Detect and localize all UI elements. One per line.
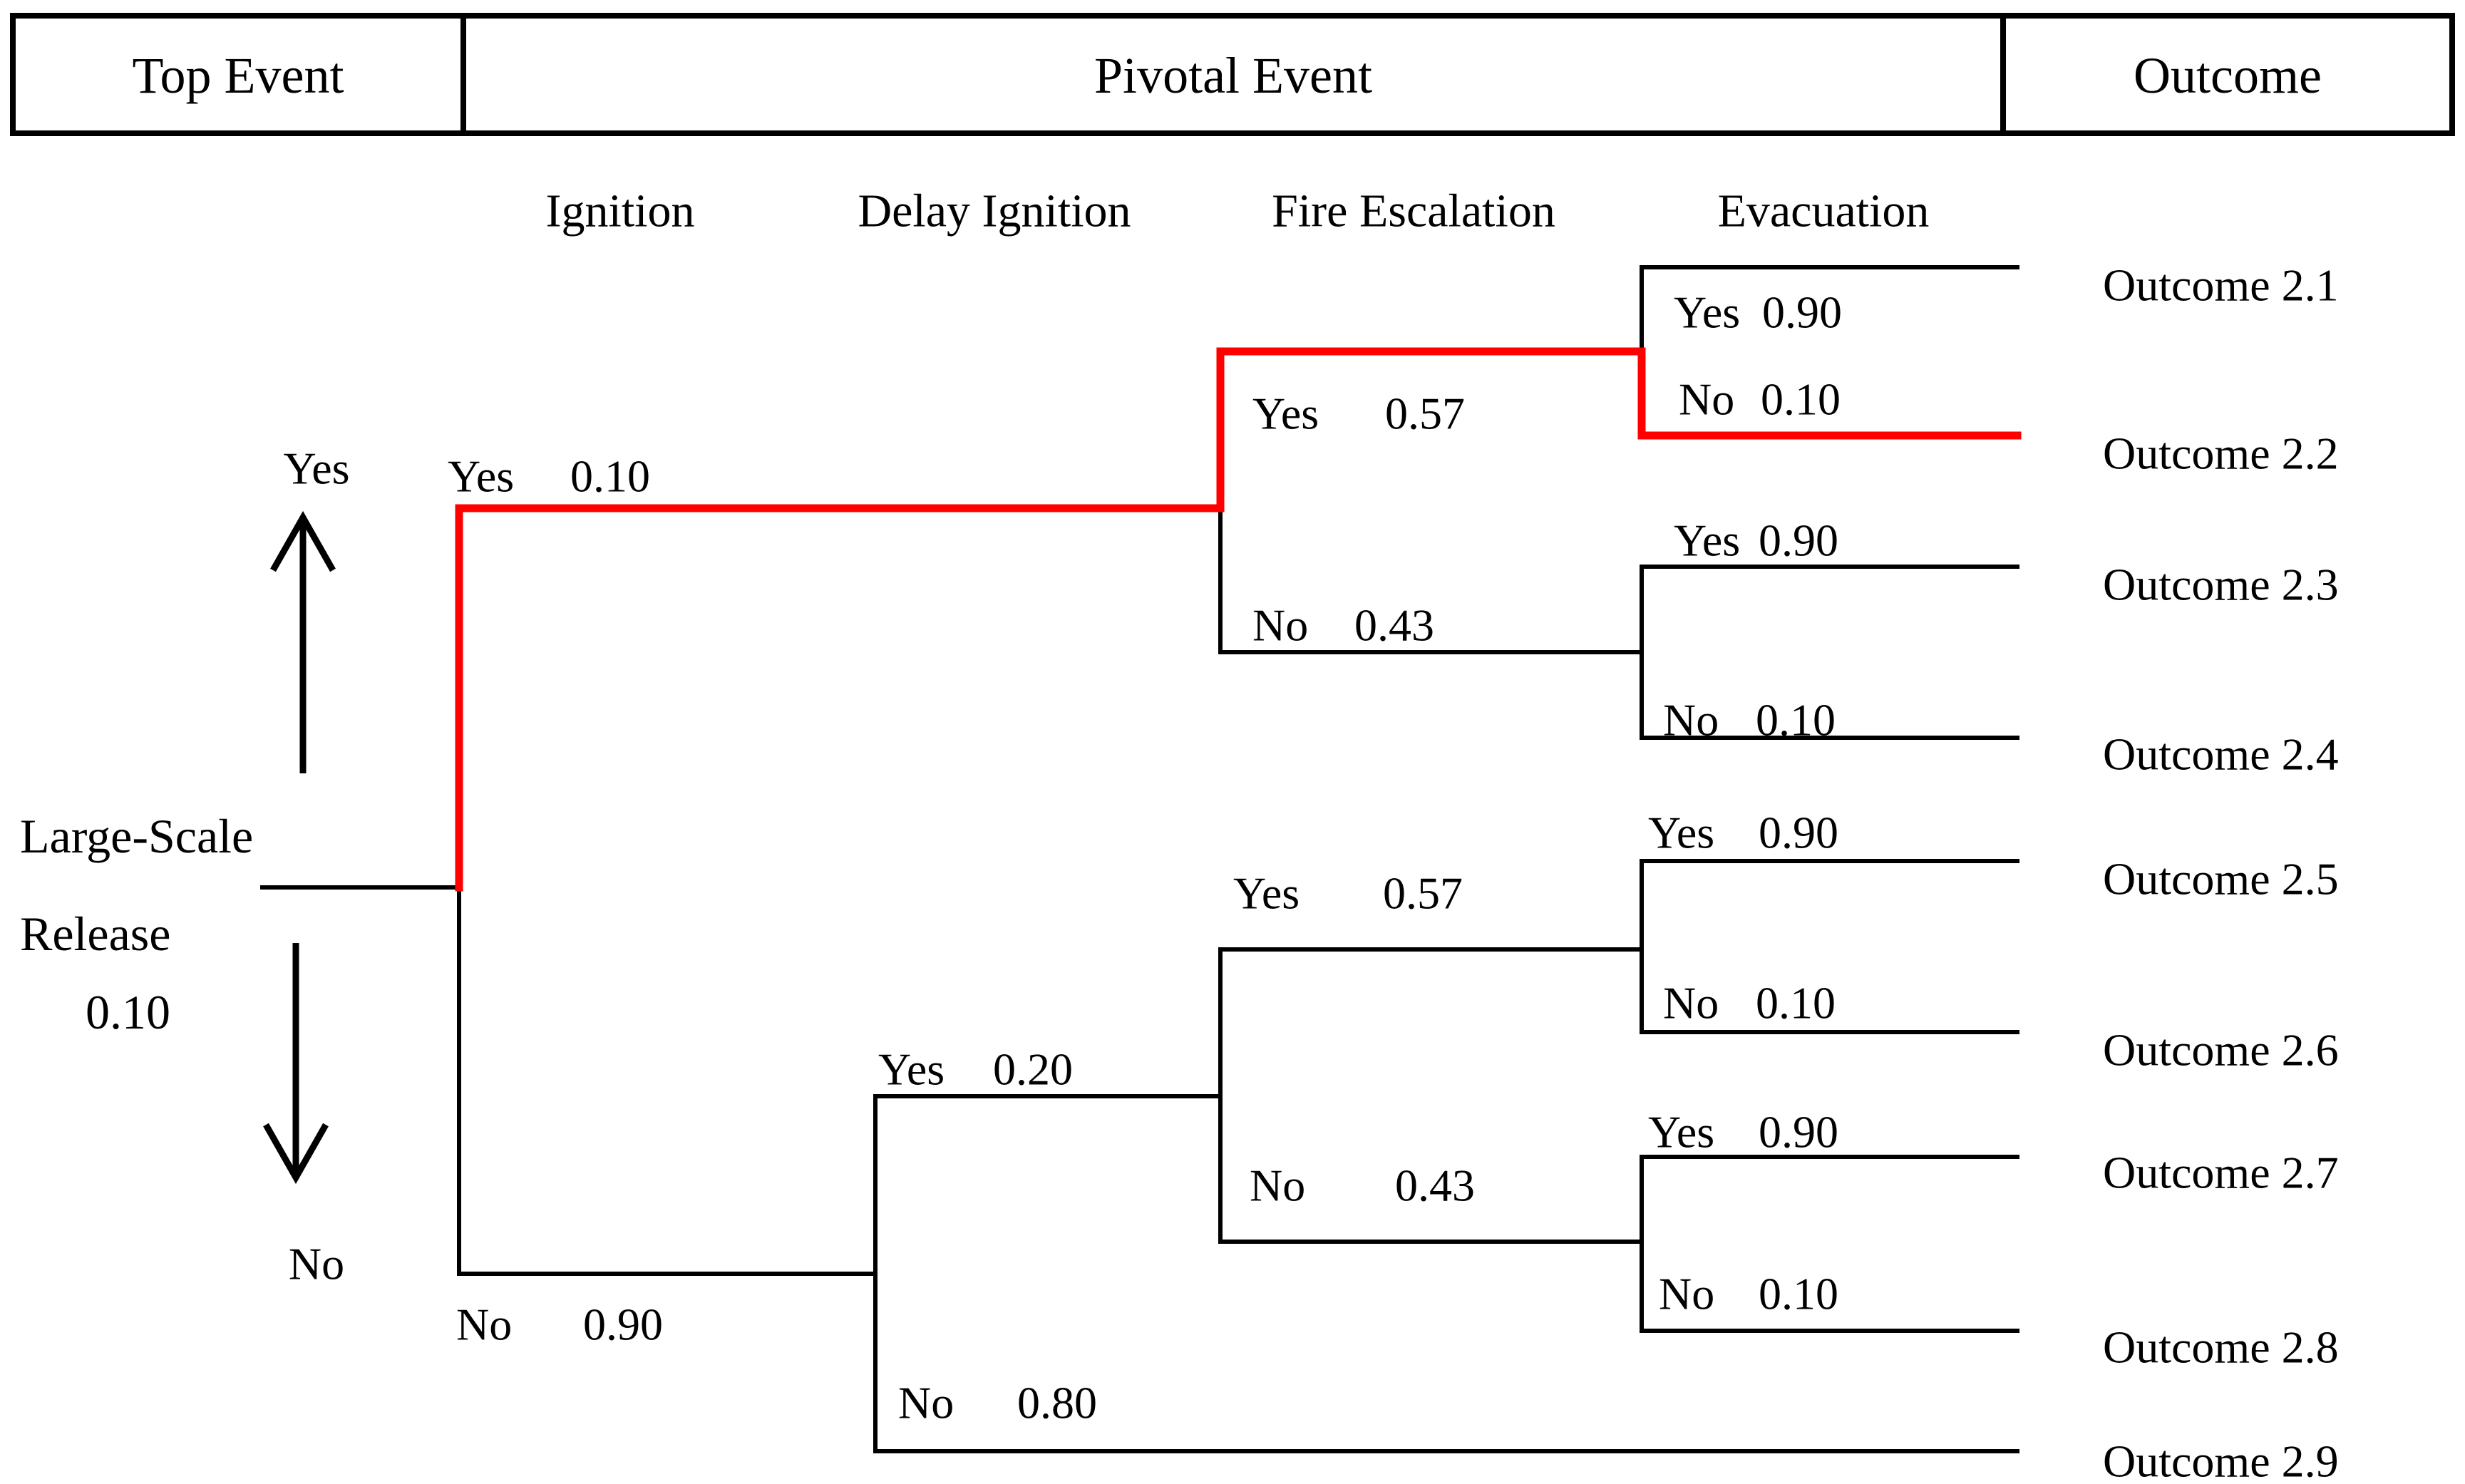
outcome-label-2-8: Outcome 2.8 <box>2103 1322 2339 1373</box>
header-box-outcome <box>2000 13 2455 136</box>
ignition-no-value: 0.90 <box>583 1299 663 1350</box>
outcome-label-2-1: Outcome 2.1 <box>2103 260 2339 311</box>
branch-labels: Yes 0.10 No 0.90 Yes 0.20 No 0.80 Yes 0.… <box>448 287 1842 1428</box>
down-arrow-label: No <box>289 1239 344 1289</box>
fire2-yes-value: 0.57 <box>1383 868 1463 919</box>
outcome-label-2-6: Outcome 2.6 <box>2103 1025 2339 1076</box>
evac2-no-value: 0.10 <box>1756 695 1836 746</box>
header-title-pivotal-event: Pivotal Event <box>1094 47 1372 104</box>
delay-no-word: No <box>898 1378 954 1428</box>
delay-yes-word: Yes <box>878 1044 945 1095</box>
evac2-yes-value: 0.90 <box>1759 515 1838 566</box>
fire1-no-value: 0.43 <box>1354 600 1434 651</box>
evac3-yes-value: 0.90 <box>1759 808 1838 858</box>
fire1-no-word: No <box>1252 600 1308 651</box>
outcome-label-2-9: Outcome 2.9 <box>2103 1436 2339 1484</box>
header-title-top-event: Top Event <box>133 47 344 104</box>
top-event-name-line1: Large-Scale <box>20 809 253 863</box>
ignition-no-word: No <box>456 1299 512 1350</box>
outcome-label-2-7: Outcome 2.7 <box>2103 1148 2339 1198</box>
outcome-labels: Outcome 2.1 Outcome 2.2 Outcome 2.3 Outc… <box>2103 260 2339 1484</box>
ignition-yes-word: Yes <box>448 451 514 502</box>
outcome-label-2-5: Outcome 2.5 <box>2103 854 2339 905</box>
evac2-no-word: No <box>1663 695 1719 746</box>
evac4-yes-word: Yes <box>1648 1107 1714 1158</box>
fire1-yes-value: 0.57 <box>1385 388 1465 439</box>
fire1-yes-word: Yes <box>1252 388 1319 439</box>
outcome-label-2-3: Outcome 2.3 <box>2103 560 2339 610</box>
up-arrow-label: Yes <box>283 443 349 494</box>
outcome-label-2-4: Outcome 2.4 <box>2103 729 2339 780</box>
top-event-name-line2: Release <box>20 907 170 961</box>
highlighted-path <box>455 347 2022 892</box>
fire2-no-word: No <box>1250 1160 1305 1211</box>
fire2-no-value: 0.43 <box>1395 1160 1475 1211</box>
outcome-label-2-2-highlighted: Outcome 2.2 <box>2103 428 2339 479</box>
delay-no-value: 0.80 <box>1017 1378 1097 1428</box>
delay-yes-value: 0.20 <box>993 1044 1073 1095</box>
fire2-yes-word: Yes <box>1233 868 1300 919</box>
header-row: Top Event Pivotal Event Outcome <box>10 13 2455 136</box>
column-label-delay-ignition: Delay Ignition <box>858 185 1131 237</box>
up-arrow-icon <box>270 510 336 773</box>
ignition-yes-value: 0.10 <box>570 451 650 502</box>
column-label-ignition: Ignition <box>546 185 695 237</box>
down-arrow-icon <box>263 943 329 1185</box>
evac3-yes-word: Yes <box>1648 808 1714 858</box>
column-label-evacuation: Evacuation <box>1718 185 1930 237</box>
evac4-no-word: No <box>1659 1269 1714 1319</box>
evac1-yes-word: Yes <box>1674 287 1740 338</box>
evac1-no-value: 0.10 <box>1761 374 1841 425</box>
evac2-yes-word: Yes <box>1674 515 1740 566</box>
tree-lines-black <box>260 265 2019 1453</box>
evac4-no-value: 0.10 <box>1759 1269 1838 1319</box>
evac1-yes-value: 0.90 <box>1762 287 1842 338</box>
evac4-yes-value: 0.90 <box>1759 1107 1838 1158</box>
evac3-no-word: No <box>1663 978 1719 1029</box>
evac1-no-word: No <box>1679 374 1734 425</box>
evac3-no-value: 0.10 <box>1756 978 1836 1029</box>
top-event-probability: 0.10 <box>86 985 170 1039</box>
column-label-fire-escalation: Fire Escalation <box>1272 185 1555 237</box>
header-title-outcome: Outcome <box>2134 47 2322 104</box>
column-labels: Ignition Delay Ignition Fire Escalation … <box>546 185 1930 237</box>
top-event-node: Large-Scale Release 0.10 Yes No <box>20 443 350 1289</box>
